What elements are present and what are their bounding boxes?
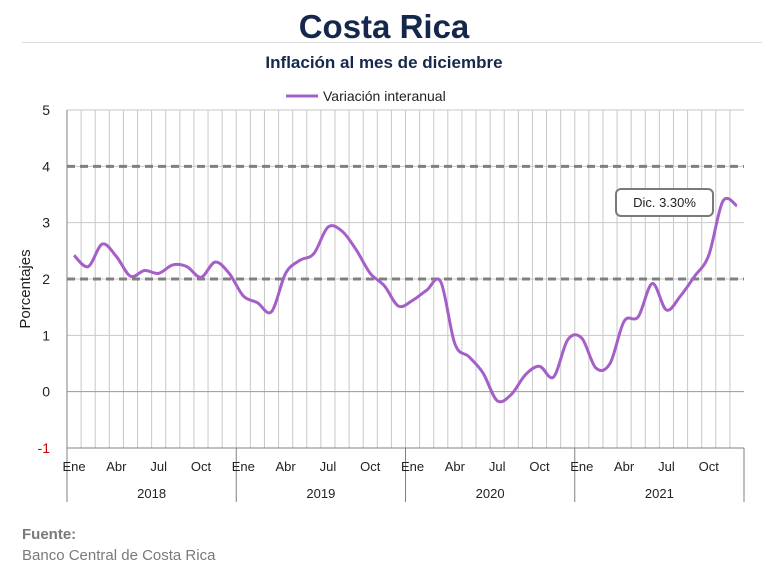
x-month-label: Jul — [489, 459, 506, 474]
page-title: Costa Rica — [298, 8, 470, 45]
x-month-label: Oct — [529, 459, 550, 474]
x-month-label: Ene — [401, 459, 424, 474]
y-tick-label: 5 — [42, 102, 50, 118]
x-year-label: 2020 — [476, 486, 505, 501]
y-tick-label: 0 — [42, 384, 50, 400]
source-text: Banco Central de Costa Rica — [22, 547, 216, 564]
y-tick-label: 4 — [42, 158, 50, 174]
source-heading: Fuente: — [22, 526, 77, 543]
x-month-label: Ene — [570, 459, 593, 474]
chart-subtitle: Inflación al mes de diciembre — [265, 53, 503, 72]
reference-lines — [67, 164, 744, 281]
x-month-label: Oct — [191, 459, 212, 474]
x-month-label: Jul — [150, 459, 167, 474]
axes — [66, 110, 745, 502]
y-tick-label: 2 — [42, 271, 50, 287]
x-month-label: Jul — [320, 459, 337, 474]
y-tick-label: -1 — [38, 440, 51, 456]
x-year-label: 2021 — [645, 486, 674, 501]
labels: -1 0 1 2 3 4 5 Porcentajes Ene Abr Jul Oct Ene Abr Jul… — [17, 88, 719, 501]
y-tick-label: 1 — [42, 327, 50, 343]
inflation-line-chart: -1 0 1 2 3 4 5 Porcentajes Ene Abr Jul Oct Ene Abr Jul… — [17, 88, 745, 502]
annotation-box — [615, 188, 714, 217]
title-divider — [22, 42, 762, 43]
y-tick-label: 3 — [42, 215, 50, 231]
series-layer — [72, 196, 738, 404]
x-year-label: 2019 — [306, 486, 335, 501]
x-month-label: Oct — [699, 459, 720, 474]
y-axis-title: Porcentajes — [17, 249, 34, 328]
x-month-label: Ene — [62, 459, 85, 474]
x-month-label: Abr — [445, 459, 466, 474]
x-year-label: 2018 — [137, 486, 166, 501]
x-month-label: Ene — [232, 459, 255, 474]
x-month-label: Jul — [658, 459, 675, 474]
legend-label: Variación interanual — [323, 88, 446, 104]
annotation-label: Dic. 3.30% — [633, 195, 696, 210]
x-month-label: Abr — [106, 459, 127, 474]
series-line-variacion-interanual — [72, 196, 738, 404]
x-month-label: Abr — [614, 459, 635, 474]
x-month-label: Oct — [360, 459, 381, 474]
x-month-label: Abr — [275, 459, 296, 474]
